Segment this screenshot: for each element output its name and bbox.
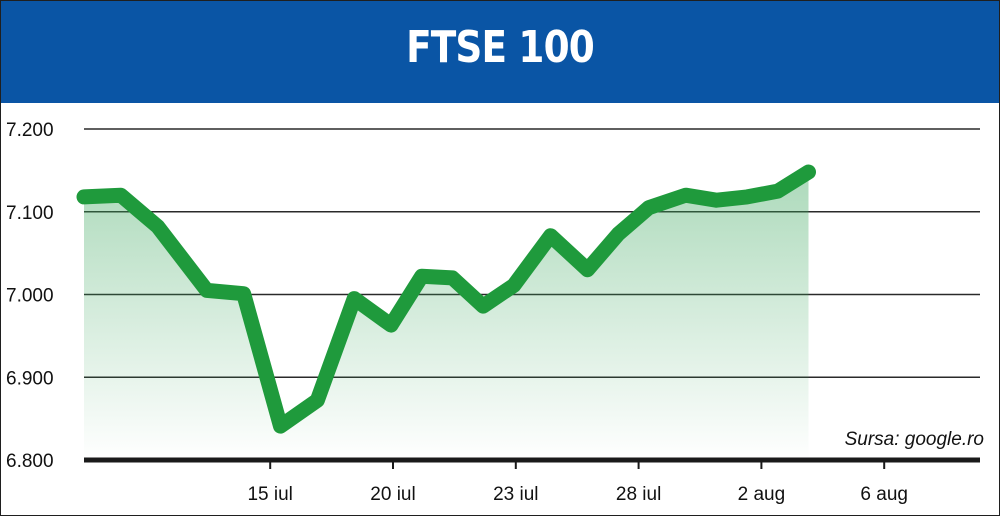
x-tick-label: 23 iul (493, 484, 538, 505)
x-axis: 15 iul 20 iul 23 iul 28 iul 2 aug 6 aug (247, 460, 908, 505)
y-tick-label: 7.100 (6, 203, 54, 224)
y-axis: 7.200 7.100 7.000 6.900 6.800 (6, 120, 54, 472)
x-tick-label: 28 iul (616, 484, 661, 505)
title-banner: FTSE 100 (0, 0, 1000, 103)
x-tick-label: 6 aug (860, 484, 908, 505)
x-tick-label: 20 iul (370, 484, 415, 505)
y-tick-label: 7.200 (6, 120, 54, 141)
series-line (76, 164, 816, 434)
source-note: Sursa: google.ro (845, 429, 984, 450)
chart-title: FTSE 100 (406, 22, 595, 73)
y-tick-label: 6.800 (6, 451, 54, 472)
x-tick-label: 2 aug (738, 484, 786, 505)
x-tick-label: 15 iul (247, 484, 292, 505)
y-tick-label: 6.900 (6, 368, 54, 389)
y-tick-label: 7.000 (6, 286, 54, 307)
